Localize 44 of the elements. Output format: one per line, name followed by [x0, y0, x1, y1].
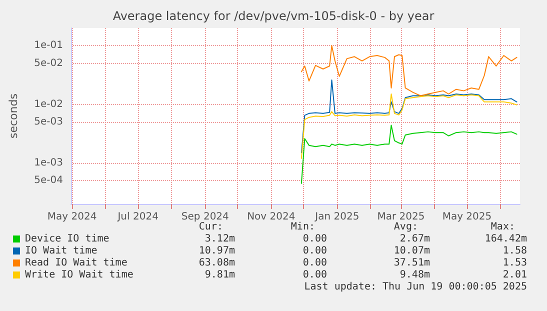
x-tick-label: Sep 2024	[181, 212, 229, 222]
y-tick-label: 1e-03	[34, 157, 63, 168]
line-series	[300, 45, 518, 96]
text: 0.00	[302, 234, 327, 244]
y-tick-label: 5e-04	[34, 175, 63, 186]
x-tick-label: Mar 2025	[377, 212, 425, 222]
text: 0.00	[302, 270, 327, 280]
text: Last update: Thu Jun 19 00:00:05 2025	[304, 282, 527, 292]
legend-label: Device IO time	[25, 234, 110, 244]
text: Cur:	[198, 222, 223, 232]
y-tick-label: 1e-01	[34, 40, 63, 52]
text: 0.00	[302, 246, 327, 256]
x-tick-label: Jan 2025	[314, 212, 360, 222]
text: 10.07m	[394, 246, 430, 256]
line-series	[300, 124, 518, 184]
y-tick-label: 1e-02	[34, 98, 63, 110]
line-series	[300, 93, 518, 159]
text: 9.81m	[204, 270, 235, 280]
x-tick-label: May 2024	[47, 212, 97, 222]
text: 10.97m	[198, 246, 235, 256]
text: Avg:	[394, 222, 418, 232]
x-tick-label: Nov 2024	[247, 212, 296, 222]
text: Max:	[490, 222, 515, 232]
legend-label: Write IO Wait time	[25, 270, 134, 280]
x-tick-label: Jul 2024	[116, 212, 158, 222]
text: 2.01	[502, 270, 527, 280]
text: 9.48m	[400, 270, 430, 280]
text: Min:	[290, 222, 315, 232]
text: 2.67m	[400, 234, 430, 244]
chart-title: Average latency for /dev/pve/vm-105-disk-0 - by year	[112, 9, 434, 23]
text: 37.51m	[394, 258, 430, 268]
text: 164.42m	[484, 234, 527, 244]
line-series	[300, 79, 518, 154]
y-axis-title: seconds	[7, 93, 20, 138]
text: 1.58	[502, 246, 527, 256]
legend-label: IO Wait time	[25, 246, 98, 256]
x-tick-label: May 2025	[442, 212, 492, 222]
text: 1.53	[502, 258, 527, 268]
y-tick-label: 5e-03	[34, 116, 63, 128]
text: 3.12m	[204, 234, 235, 244]
y-tick-label: 5e-02	[34, 58, 63, 69]
text: 63.08m	[198, 258, 235, 268]
text: 0.00	[302, 258, 327, 268]
legend-label: Read IO Wait time	[25, 258, 128, 268]
